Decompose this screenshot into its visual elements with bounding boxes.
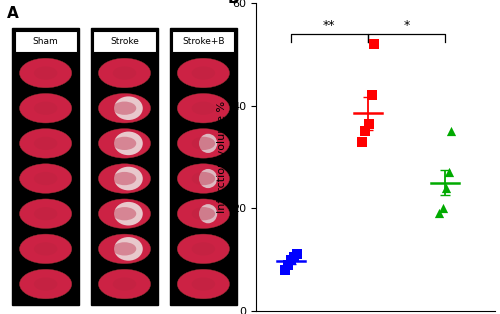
Ellipse shape [178,234,230,264]
Text: Stroke+B: Stroke+B [182,37,224,46]
Point [364,121,372,126]
Ellipse shape [114,202,143,225]
Point [284,262,292,267]
Ellipse shape [98,234,150,264]
Ellipse shape [113,207,136,220]
Point [290,254,298,259]
Ellipse shape [114,132,143,155]
Text: Stroke: Stroke [110,37,139,46]
Ellipse shape [34,172,58,185]
Ellipse shape [98,269,150,299]
Point [444,170,452,175]
Point [362,129,370,134]
Text: Sham: Sham [33,37,58,46]
Ellipse shape [20,269,72,299]
Ellipse shape [192,242,215,256]
Ellipse shape [113,137,136,150]
Point [438,206,446,211]
Ellipse shape [113,66,136,80]
Ellipse shape [178,199,230,229]
Ellipse shape [34,242,58,256]
Ellipse shape [98,129,150,158]
Ellipse shape [178,58,230,88]
Ellipse shape [192,207,215,220]
Ellipse shape [34,66,58,80]
Y-axis label: Infarction volume %: Infarction volume % [216,101,226,213]
Ellipse shape [178,269,230,299]
Ellipse shape [98,164,150,193]
FancyBboxPatch shape [14,31,76,52]
Text: **: ** [323,19,336,32]
Text: *: * [403,19,409,32]
Point [447,129,455,134]
Ellipse shape [20,164,72,193]
Point [286,257,294,262]
Point [436,211,444,216]
Ellipse shape [20,94,72,123]
Ellipse shape [34,137,58,150]
Ellipse shape [98,199,150,229]
Ellipse shape [34,277,58,291]
Point [293,252,301,257]
Ellipse shape [192,172,215,185]
Ellipse shape [114,237,143,261]
Ellipse shape [199,204,217,223]
Bar [91,28,158,305]
Point [282,267,290,272]
Ellipse shape [192,66,215,80]
Ellipse shape [98,94,150,123]
Ellipse shape [34,101,58,115]
Ellipse shape [114,96,143,120]
Ellipse shape [20,199,72,229]
Ellipse shape [199,134,217,153]
Ellipse shape [113,242,136,256]
Bar [12,28,79,305]
Bar [170,28,237,305]
Ellipse shape [20,129,72,158]
Ellipse shape [34,207,58,220]
Text: B: B [228,0,239,6]
Ellipse shape [113,172,136,185]
FancyBboxPatch shape [172,31,234,52]
Ellipse shape [114,167,143,190]
Ellipse shape [192,137,215,150]
Point [370,42,378,47]
Ellipse shape [192,277,215,291]
Point [442,185,450,190]
Point [368,93,376,98]
Ellipse shape [98,58,150,88]
Ellipse shape [192,101,215,115]
FancyBboxPatch shape [94,31,156,52]
Ellipse shape [199,169,217,188]
Point [358,139,366,144]
Ellipse shape [113,101,136,115]
Ellipse shape [20,234,72,264]
Ellipse shape [20,58,72,88]
Text: A: A [8,6,19,21]
Ellipse shape [113,277,136,291]
Ellipse shape [178,129,230,158]
Ellipse shape [178,94,230,123]
Ellipse shape [178,164,230,193]
